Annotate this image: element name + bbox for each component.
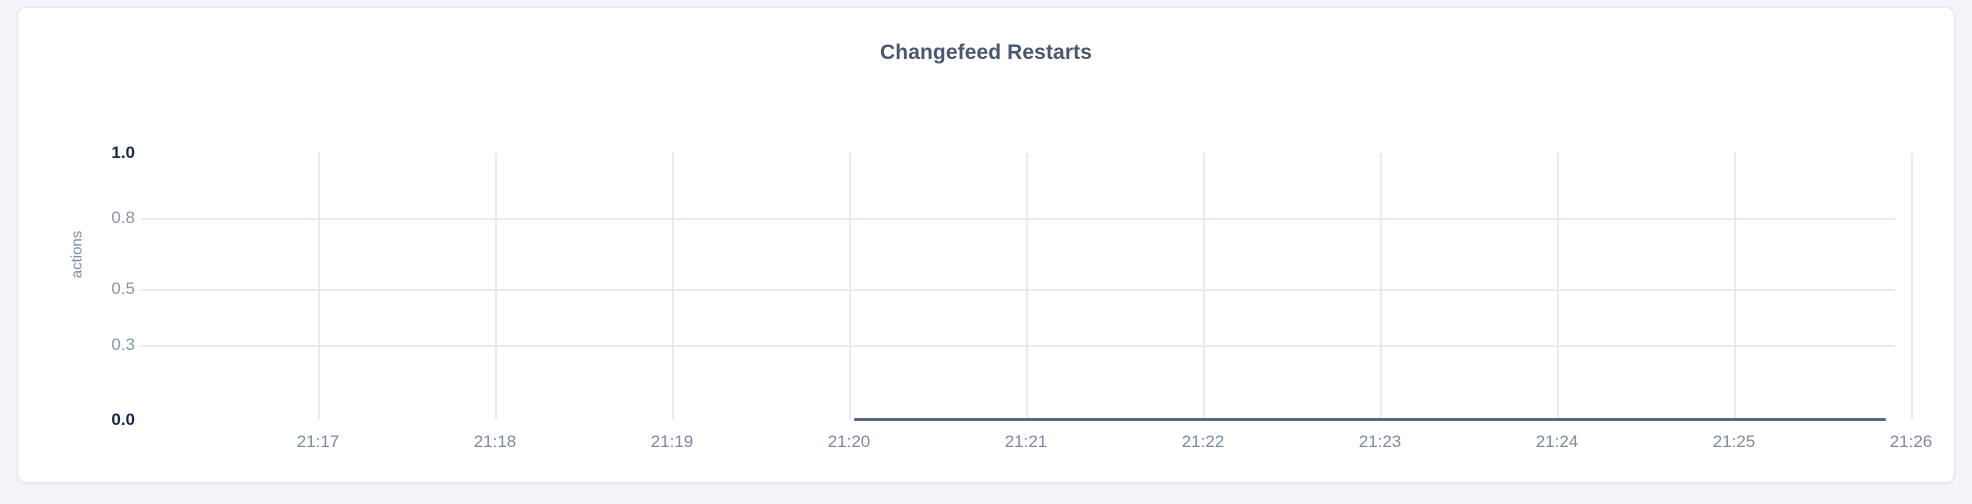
- x-tick-label-21-26: 21:26: [1889, 432, 1933, 451]
- gridline-vertical-21-25: [1734, 153, 1736, 420]
- gridline-vertical-21-26: [1911, 153, 1913, 420]
- x-tick-label-21-24: 21:24: [1535, 432, 1579, 451]
- gridline-horizontal-0-8: [141, 218, 1895, 220]
- x-tick-label-21-20: 21:20: [827, 432, 871, 451]
- series-line-restarts[interactable]: [854, 418, 1886, 421]
- y-tick-label-0-0: 0.0: [111, 410, 135, 429]
- y-tick-label-0-8: 0.8: [111, 208, 135, 227]
- chart-title: Changefeed Restarts: [880, 41, 1092, 64]
- y-axis-title: actions: [68, 230, 86, 279]
- changefeed-restarts-chart-card: Changefeed Restarts actions: [17, 7, 1955, 483]
- y-tick-label-0-5: 0.5: [111, 279, 135, 298]
- x-tick-label-21-23: 21:23: [1358, 432, 1402, 451]
- plot-area[interactable]: 1.0 0.8 0.5 0.3 0.0 21:17 21:18 21:19 21…: [111, 143, 1932, 451]
- gridline-vertical-21-24: [1557, 153, 1559, 420]
- gridline-vertical-21-21: [1026, 153, 1028, 420]
- x-tick-label-21-21: 21:21: [1004, 432, 1048, 451]
- y-tick-label-1-0: 1.0: [111, 143, 135, 162]
- plot-wrapper: actions 1.0 0.8 0.5: [18, 8, 1956, 484]
- gridline-vertical-21-20: [849, 153, 851, 420]
- gridline-vertical-21-17: [318, 153, 320, 420]
- x-tick-label-21-25: 21:25: [1712, 432, 1756, 451]
- gridline-vertical-21-19: [672, 153, 674, 420]
- x-tick-label-21-18: 21:18: [473, 432, 517, 451]
- x-tick-label-21-19: 21:19: [650, 432, 694, 451]
- x-tick-label-21-17: 21:17: [296, 432, 340, 451]
- gridline-vertical-21-22: [1203, 153, 1205, 420]
- x-tick-label-21-22: 21:22: [1181, 432, 1225, 451]
- gridline-horizontal-0-5: [141, 289, 1895, 291]
- gridline-horizontal-0-3: [141, 345, 1895, 347]
- y-tick-label-0-3: 0.3: [111, 335, 135, 354]
- gridline-vertical-21-18: [495, 153, 497, 420]
- gridline-vertical-21-23: [1380, 153, 1382, 420]
